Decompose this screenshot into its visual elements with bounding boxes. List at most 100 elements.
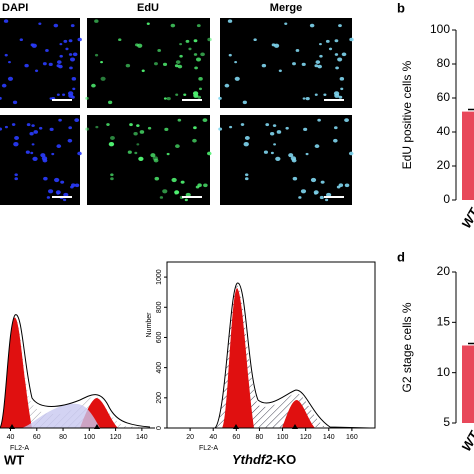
cell (14, 177, 18, 181)
cell (295, 48, 300, 52)
y-tick-label: 10 (437, 365, 451, 379)
y-axis-label: G2 stage cells % (400, 302, 414, 392)
cell (24, 63, 29, 68)
cell (177, 118, 182, 122)
y-tick-label: 800 (156, 301, 163, 313)
cell (218, 127, 223, 131)
cell (310, 177, 317, 183)
cell (39, 126, 43, 130)
cell (72, 52, 78, 57)
cell (63, 198, 67, 202)
cell (339, 77, 345, 81)
cell (100, 76, 106, 81)
cell (162, 62, 168, 67)
cell (74, 183, 80, 188)
cell (49, 97, 53, 100)
column-label: EdU (137, 2, 159, 14)
cell (170, 23, 176, 28)
cell (139, 130, 145, 134)
cell (315, 60, 321, 64)
fit-curve (214, 282, 371, 429)
cell (55, 190, 61, 195)
cell (33, 130, 38, 134)
cell (67, 91, 74, 96)
y-tick-label: 20 (437, 158, 451, 172)
cell (13, 142, 19, 147)
cell (7, 76, 14, 81)
sample-label: Ythdf2-KO (232, 452, 296, 467)
cell (334, 53, 339, 56)
cell (328, 47, 333, 51)
cell (12, 100, 18, 105)
micrograph (220, 115, 352, 205)
cell (185, 39, 190, 43)
micrograph (87, 115, 210, 205)
flow-histogram (214, 282, 371, 429)
cell (333, 91, 340, 96)
cell (71, 77, 77, 81)
cell (317, 118, 321, 122)
cell (4, 125, 8, 129)
cell (0, 127, 3, 131)
x-tick-label: 60 (232, 434, 240, 441)
cell (152, 156, 159, 161)
sample-label: WT (4, 452, 24, 467)
cell (188, 47, 192, 51)
cell (227, 19, 233, 23)
cell (69, 57, 76, 62)
cell (63, 39, 68, 43)
cell (175, 144, 180, 149)
cell (285, 126, 289, 130)
y-tick-label: 20 (437, 264, 451, 278)
cell (0, 96, 2, 100)
x-tick-label: 20 (186, 434, 194, 441)
cell (275, 156, 281, 162)
cell (185, 192, 191, 197)
cell (163, 97, 167, 100)
cell (58, 64, 63, 69)
cell (127, 150, 132, 154)
cell (288, 153, 294, 158)
cell (14, 136, 20, 140)
x-tick-label: 40 (7, 434, 15, 441)
cell (336, 185, 341, 189)
cell (234, 76, 240, 81)
cell (110, 177, 114, 181)
cell (334, 39, 339, 43)
cell (31, 143, 35, 146)
cell (179, 54, 183, 58)
cell (91, 83, 96, 88)
cell (135, 43, 139, 47)
cell (253, 38, 257, 42)
cell (269, 132, 275, 136)
x-tick-label: 100 (277, 434, 289, 441)
cell (198, 77, 203, 81)
cell (49, 127, 54, 132)
cell (68, 39, 73, 43)
cell (314, 64, 319, 68)
cell (146, 22, 150, 25)
cell (244, 177, 249, 181)
x-tick-label: 80 (59, 434, 67, 441)
micrograph (87, 18, 210, 108)
cell (319, 195, 324, 200)
cell (198, 87, 203, 91)
cell (150, 153, 156, 158)
cell (224, 83, 230, 88)
cell (206, 151, 212, 156)
cell (244, 136, 250, 140)
cell (309, 23, 315, 28)
g2-peak (282, 400, 315, 428)
panel-label: d (397, 249, 405, 264)
cell (108, 100, 113, 105)
cell (47, 189, 54, 194)
cell (292, 62, 296, 66)
cell (326, 192, 332, 197)
cell (11, 123, 16, 126)
y-tick-label: 80 (437, 56, 451, 70)
y-tick-label: 1000 (156, 269, 163, 285)
cell (302, 97, 306, 100)
cell (194, 66, 198, 70)
cell (325, 39, 330, 43)
